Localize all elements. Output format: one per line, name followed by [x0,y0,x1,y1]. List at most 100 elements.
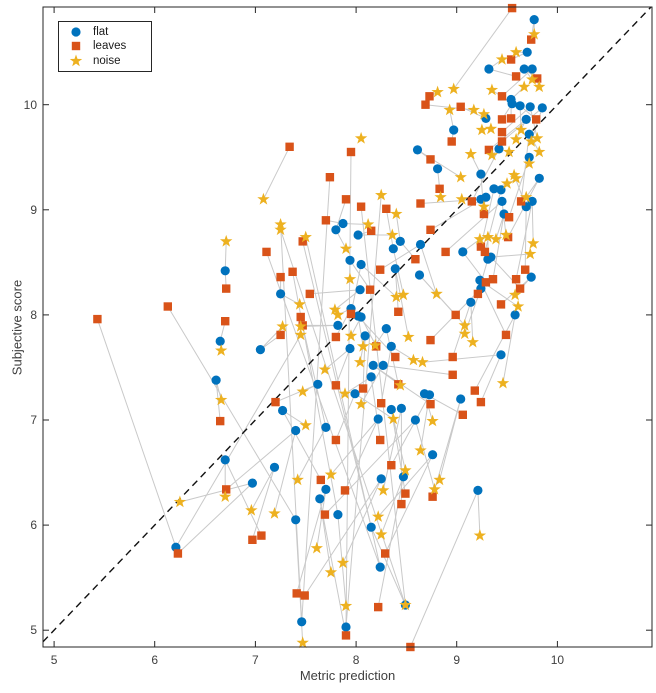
noise-point [414,444,427,456]
leaves-point [320,510,330,519]
leaves-point [331,435,341,445]
flat-point [398,472,408,482]
series-leaves-markers [93,3,542,652]
leaves-point [441,247,450,257]
flat-point [366,372,376,382]
flat-point [388,244,398,254]
noise-point [386,228,399,241]
flat-point [525,102,535,112]
flat-point [390,264,400,274]
leaves-point [521,265,530,274]
flat-point [366,522,376,532]
noise-point [509,132,523,145]
leaves-point [216,416,225,426]
noise-point [507,168,521,181]
leaves-point [473,289,483,299]
flat-point [353,230,363,240]
noise-point [294,328,307,341]
noise-point [525,135,538,147]
y-tick-label: 9 [30,202,37,217]
leaves-point [426,225,435,234]
noise-point [520,190,533,203]
y-tick-label: 6 [30,518,37,533]
leaves-point [496,300,506,309]
noise-point [293,297,306,310]
leaves-point [288,267,297,276]
noise-point [296,385,309,397]
flat-point [211,375,221,385]
noise-point [399,598,412,611]
flat-point [524,129,534,139]
noise-point [533,145,546,158]
leaves-point [467,197,476,206]
leaves-point [356,202,366,211]
leaves-point [387,461,396,470]
flat-point [522,47,532,57]
leaves-point [271,397,280,407]
leaves-point [515,284,525,293]
noise-point [220,234,233,247]
flat-point [526,272,536,282]
flat-point [313,379,323,389]
flat-point [537,103,547,113]
leaves-point [527,35,536,44]
series-noise-markers [173,27,546,649]
leaves-point [93,314,102,324]
x-tick-label: 8 [352,653,360,667]
flat-point [378,360,388,370]
leaves-point [421,100,430,109]
flat-point [527,196,537,206]
legend-label-flat: flat [93,26,109,39]
x-tick-label: 7 [252,653,259,667]
leaves-point [292,589,301,598]
noise-point [336,556,350,569]
leaves-point [435,184,444,193]
x-tick-label: 6 [151,653,159,667]
noise-point [344,329,358,342]
flat-point [473,485,483,495]
leaves-point [397,499,406,509]
flat-point [278,405,288,416]
noise-point [372,510,385,522]
flat-point [412,145,423,155]
flat-point [215,336,225,346]
flat-point [386,341,396,351]
leaves-point [506,114,516,123]
noise-point [245,503,258,516]
noise-point [433,473,446,486]
noise-point [523,157,536,169]
flat-point [350,389,360,399]
leaves-point [173,549,183,558]
noise-point [377,483,390,496]
leaves-point [426,400,435,409]
flat-point [497,196,507,206]
flat-point [410,415,420,425]
noise-point [509,45,523,58]
leaves-point [346,309,356,319]
flat-point [247,478,257,488]
flat-point [466,297,476,307]
leaves-point [506,55,516,64]
leaves-point [358,384,368,393]
flat-point [353,311,363,321]
x-tick-label: 5 [50,653,58,667]
flat-circle-icon [71,27,81,37]
leaves-point [451,310,460,320]
flat-point [338,218,348,229]
flat-point [315,494,325,504]
noise-point [428,482,441,495]
flat-point [386,404,396,415]
flat-point [368,360,378,370]
leaves-point [507,3,517,13]
flat-point [376,474,386,484]
flat-point [449,125,459,135]
flat-point [345,343,355,354]
noise-point [527,237,540,249]
y-tick-label: 10 [23,97,37,112]
noise-point [481,230,495,243]
flat-point [433,164,443,174]
leaves-point [516,197,526,206]
noise-point [496,376,510,389]
